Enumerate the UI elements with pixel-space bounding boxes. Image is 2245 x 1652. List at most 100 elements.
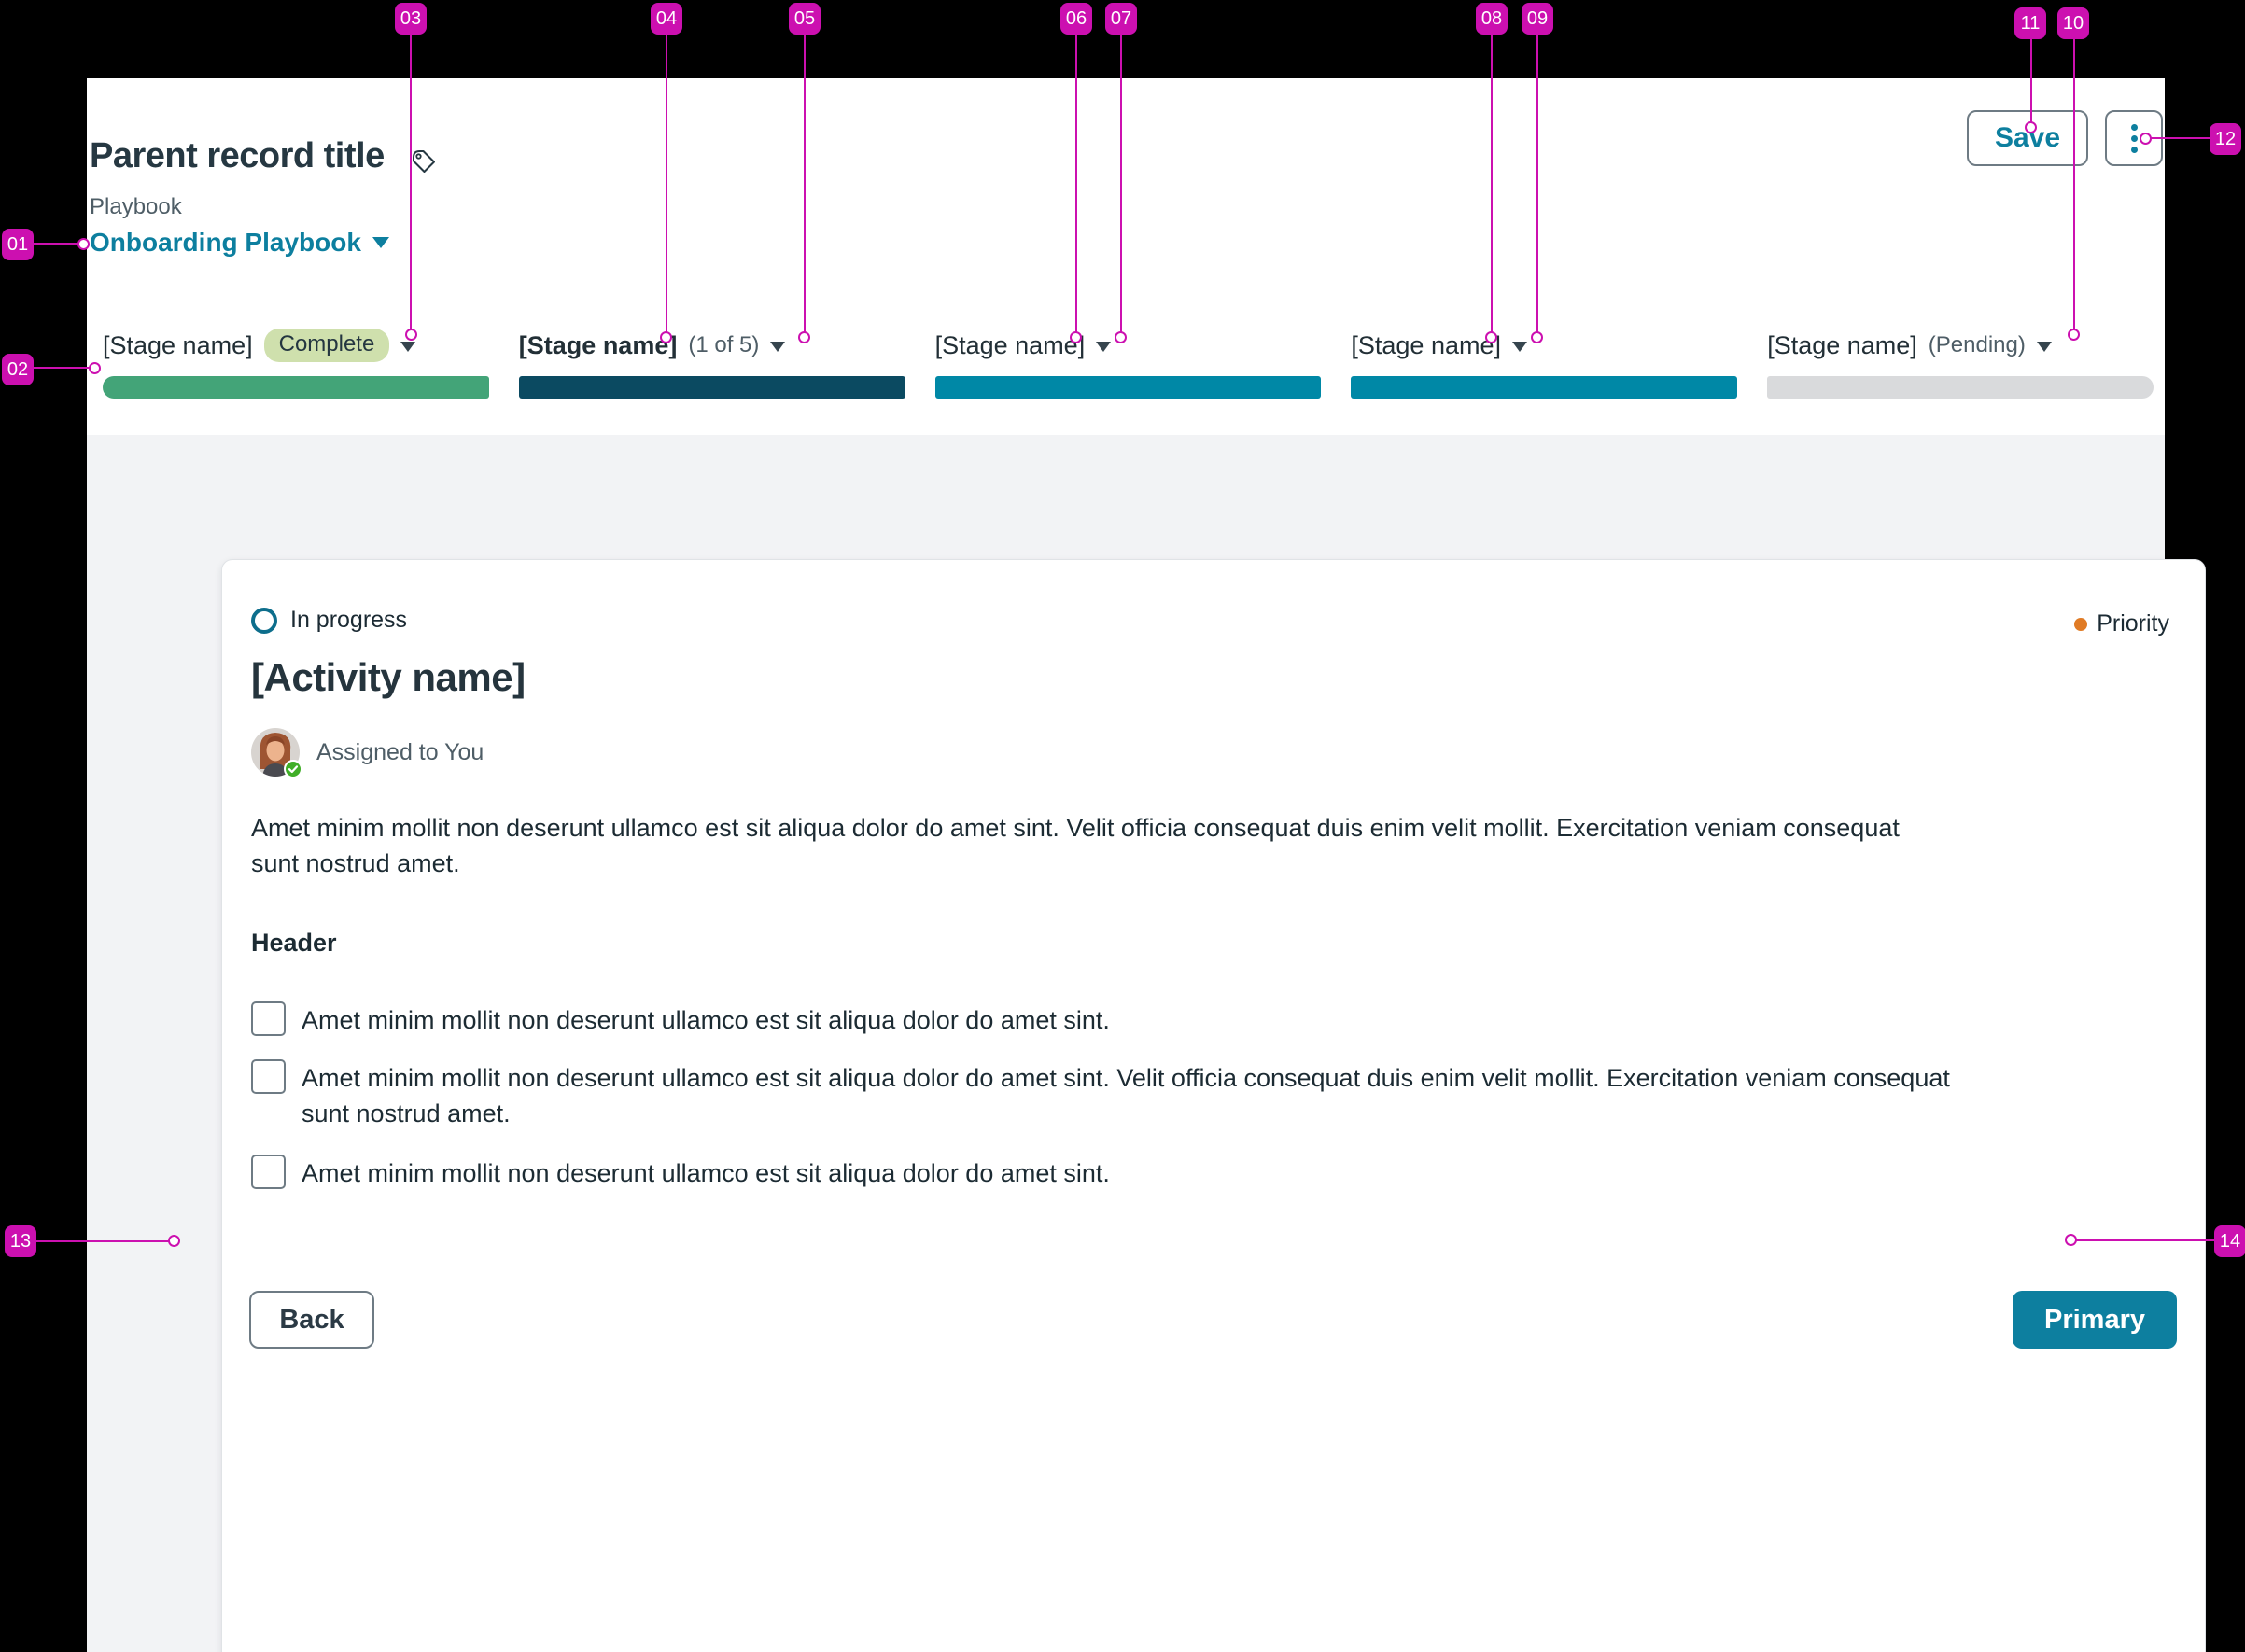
annotation-line-13 [36,1240,169,1242]
stage-3-name: [Stage name] [934,330,1086,359]
annotation-dot-10 [2068,329,2080,341]
kebab-icon [2130,123,2138,131]
tag-icon[interactable] [408,146,438,180]
stage-3-dropdown[interactable]: [Stage name] [935,327,1322,364]
annotation-badge-11: 11 [2014,7,2046,39]
annotation-badge-08: 08 [1476,3,1508,35]
activity-card: In progress Priority [Activity name] [221,559,2206,1652]
annotation-badge-01: 01 [2,229,34,260]
annotation-dot-14 [2065,1234,2077,1246]
chevron-down-icon [400,342,416,352]
annotation-badge-04: 04 [651,3,682,35]
checklist-item-1: Amet minim mollit non deserunt ullamco e… [251,1001,1110,1038]
app-background: Parent record title Playbook Onboarding … [87,78,2206,1652]
checkbox[interactable] [251,1001,286,1036]
annotation-badge-07: 07 [1105,3,1137,35]
annotation-line-09 [1536,35,1538,332]
stage-item-1: [Stage name] Complete [103,327,489,399]
stage-1-complete-badge: Complete [263,329,390,362]
annotation-dot-06 [1070,331,1082,343]
annotation-line-04 [666,35,667,332]
activity-description: Amet minim mollit non deserunt ullamco e… [251,814,1900,877]
annotation-line-10 [2073,39,2075,329]
annotation-dot-12 [2140,133,2152,145]
annotation-dot-08 [1485,331,1497,343]
stage-1-name: [Stage name] [103,330,253,359]
checklist-item-label: Amet minim mollit non deserunt ullamco e… [302,1159,1110,1187]
annotation-dot-05 [798,331,810,343]
stage-2-count: (1 of 5) [688,332,760,357]
stage-item-4: [Stage name] [1351,327,1738,399]
annotation-line-03 [410,35,412,329]
activity-status: In progress [251,607,407,634]
annotation-dot-03 [405,329,417,341]
annotation-line-12 [2150,137,2210,139]
annotation-badge-14: 14 [2214,1225,2245,1257]
annotation-line-07 [1120,35,1122,332]
chevron-down-icon [372,237,389,248]
annotation-dot-04 [660,331,672,343]
annotation-dot-01 [77,238,90,250]
priority-dot-icon [2074,617,2088,631]
stage-4-name: [Stage name] [1351,330,1501,359]
annotation-badge-05: 05 [789,3,821,35]
stage-4-dropdown[interactable]: [Stage name] [1351,327,1737,364]
stage-1-dropdown[interactable]: [Stage name] Complete [103,327,489,364]
priority-label: Priority [2097,610,2169,637]
status-label: In progress [290,607,408,633]
playbook-dropdown[interactable]: Onboarding Playbook [90,228,389,258]
checklist-item-label: Amet minim mollit non deserunt ullamco e… [302,1006,1110,1034]
annotation-line-06 [1075,35,1077,332]
annotation-dot-11 [2025,121,2037,133]
checklist-item-2: Amet minim mollit non deserunt ullamco e… [251,1059,1972,1131]
chevron-down-icon [1096,342,1112,352]
annotation-badge-12: 12 [2210,123,2241,155]
chevron-down-icon [2036,342,2052,352]
check-icon [284,760,302,778]
status-ring-icon [251,607,277,634]
annotation-dot-02 [89,362,101,374]
annotation-badge-06: 06 [1060,3,1092,35]
assignee-row: Assigned to You [251,728,484,778]
annotation-dot-07 [1115,331,1127,343]
annotation-badge-13: 13 [5,1225,36,1257]
annotation-dot-09 [1531,331,1543,343]
playbook-field-label: Playbook [90,194,182,219]
stage-2-dropdown[interactable]: [Stage name] (1 of 5) [519,327,905,364]
stage-item-2: [Stage name] (1 of 5) [518,327,905,399]
annotation-badge-03: 03 [395,3,427,35]
annotation-badge-09: 09 [1522,3,1553,35]
chevron-down-icon [770,342,786,352]
stage-5-name: [Stage name] [1767,330,1917,359]
chevron-down-icon [1512,342,1527,352]
annotation-line-08 [1491,35,1493,332]
primary-button[interactable]: Primary [2013,1291,2177,1349]
save-button[interactable]: Save [1967,110,2088,166]
stage-5-pending-label: (Pending) [1928,332,2026,357]
back-button[interactable]: Back [249,1291,374,1349]
stage-1-progress-bar [103,376,489,399]
annotation-line-11 [2030,39,2032,122]
annotation-line-05 [804,35,806,332]
checkbox[interactable] [251,1155,286,1189]
annotation-line-02 [33,367,90,369]
stage-4-progress-bar [1351,376,1738,399]
annotation-line-01 [33,243,78,245]
checklist-item-label: Amet minim mollit non deserunt ullamco e… [302,1064,1950,1127]
activity-title: [Activity name] [251,655,526,699]
stage-item-3: [Stage name] [934,327,1322,399]
annotation-badge-10: 10 [2057,7,2089,39]
stage-5-dropdown[interactable]: [Stage name] (Pending) [1767,327,2154,364]
app-header: Parent record title Playbook Onboarding … [87,78,2165,435]
annotation-line-14 [2075,1239,2214,1241]
stage-5-progress-bar [1767,376,2154,399]
stage-progress-bar: [Stage name] Complete [Stage name] (1 of… [103,327,2154,399]
avatar [251,728,302,778]
stage-3-progress-bar [934,376,1322,399]
checkbox[interactable] [251,1059,286,1094]
playbook-dropdown-value: Onboarding Playbook [90,228,361,257]
stage-2-progress-bar [518,376,905,399]
checklist-item-3: Amet minim mollit non deserunt ullamco e… [251,1155,1110,1191]
stage-item-5: [Stage name] (Pending) [1767,327,2154,399]
